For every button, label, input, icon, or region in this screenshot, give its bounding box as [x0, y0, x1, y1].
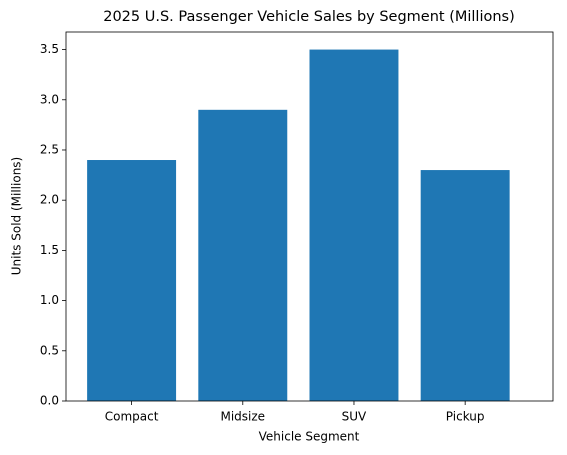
bar [87, 160, 177, 401]
y-axis-label: Units Sold (Millions) [10, 157, 24, 275]
plot-frame [65, 31, 554, 402]
x-tick-label: Compact [105, 410, 159, 424]
y-tick-label: 2.0 [40, 193, 59, 207]
x-axis-label: Vehicle Segment [259, 430, 360, 444]
x-tick-label: Pickup [446, 410, 485, 424]
chart-title: 2025 U.S. Passenger Vehicle Sales by Seg… [103, 9, 515, 25]
bar [309, 49, 399, 401]
y-tick-label: 1.0 [40, 293, 59, 307]
y-tick-label: 0.5 [40, 343, 59, 357]
y-tick-label: 1.5 [40, 243, 59, 257]
x-tick-label: Midsize [220, 410, 265, 424]
y-tick-label: 0.0 [40, 394, 59, 408]
y-tick-label: 3.5 [40, 42, 59, 56]
y-tick-label: 3.0 [40, 92, 59, 106]
x-tick-label: SUV [342, 410, 367, 424]
bar [198, 109, 288, 401]
y-tick-label: 2.5 [40, 142, 59, 156]
bar [420, 170, 510, 401]
